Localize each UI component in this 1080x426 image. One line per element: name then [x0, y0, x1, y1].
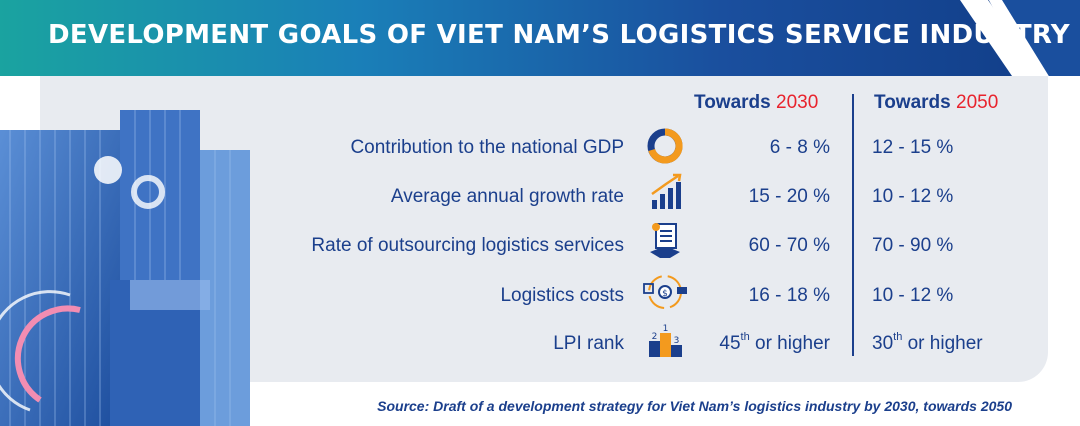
logistics-cost-icon: $ [643, 275, 687, 309]
lpi-2030-rest: or higher [749, 333, 830, 354]
lpi-2050-number: 30 [872, 333, 894, 354]
column-header-2030-prefix: Towards [694, 92, 776, 113]
donut-chart-icon [647, 128, 683, 164]
outsourcing-2030-value: 60 - 70 % [748, 235, 830, 256]
lpi-2050-value: 30th or higher [872, 331, 983, 355]
svg-text:1: 1 [663, 324, 669, 334]
shipping-containers-illustration [0, 110, 250, 426]
row-label-logistics-costs: Logistics costs [500, 285, 624, 306]
lpi-2030-suffix: th [740, 331, 750, 343]
source-note: Source: Draft of a development strategy … [377, 398, 1012, 414]
growth-bars-icon [651, 173, 682, 209]
gdp-2050-value: 12 - 15 % [872, 137, 954, 158]
lpi-2030-value: 45th or higher [719, 331, 830, 355]
lpi-2050-suffix: th [893, 331, 903, 343]
outsourcing-2050-value: 70 - 90 % [872, 235, 954, 256]
banner-gradient [0, 0, 1030, 76]
logistics-costs-2050-value: 10 - 12 % [872, 285, 954, 306]
column-header-2050: Towards 2050 [874, 92, 998, 114]
svg-text:3: 3 [674, 336, 680, 346]
growth-2050-value: 10 - 12 % [872, 186, 954, 207]
handshake-contract-icon [650, 223, 680, 258]
title-banner: DEVELOPMENT GOALS OF VIET NAM’S LOGISTIC… [0, 0, 1080, 76]
podium-icon: 2 1 3 [649, 324, 682, 357]
column-header-2050-prefix: Towards [874, 92, 956, 113]
column-header-2030: Towards 2030 [694, 92, 818, 114]
gdp-2030-value: 6 - 8 % [769, 137, 830, 158]
lpi-2030-number: 45 [719, 333, 741, 354]
row-label-gdp: Contribution to the national GDP [350, 137, 624, 158]
growth-2030-value: 15 - 20 % [748, 186, 830, 207]
column-header-2050-year: 2050 [956, 92, 999, 113]
svg-text:2: 2 [652, 332, 658, 342]
svg-text:$: $ [662, 289, 668, 299]
row-label-lpi-rank: LPI rank [553, 333, 624, 354]
lpi-2050-rest: or higher [902, 333, 983, 354]
row-label-growth: Average annual growth rate [390, 186, 624, 207]
row-label-outsourcing: Rate of outsourcing logistics services [311, 235, 624, 256]
page-title: DEVELOPMENT GOALS OF VIET NAM’S LOGISTIC… [48, 20, 1070, 50]
column-header-2030-year: 2030 [776, 92, 819, 113]
logistics-costs-2030-value: 16 - 18 % [748, 285, 830, 306]
column-divider [852, 94, 854, 356]
